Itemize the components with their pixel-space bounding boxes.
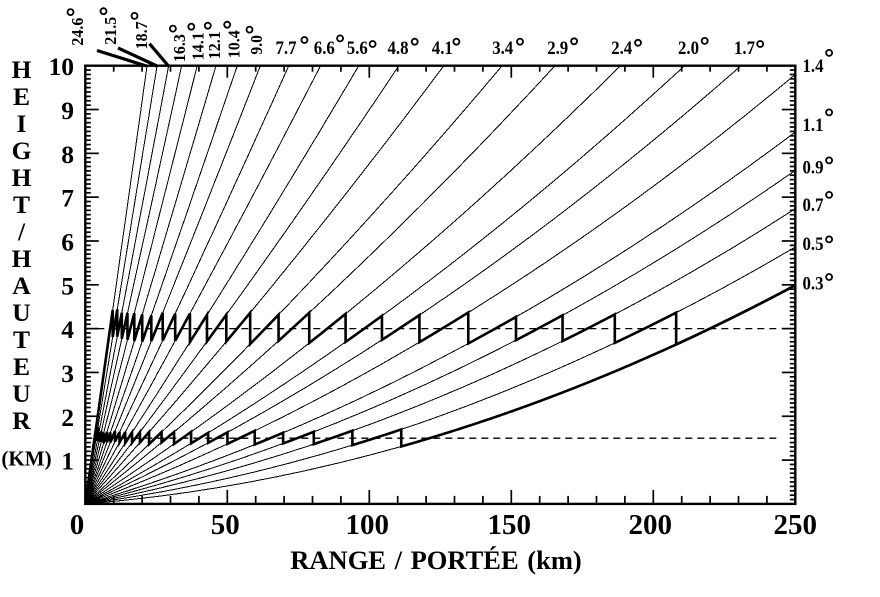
svg-text:A: A <box>12 271 31 300</box>
svg-text:2.4: 2.4 <box>611 38 632 59</box>
svg-text:6.6: 6.6 <box>314 38 335 59</box>
svg-text:24.6: 24.6 <box>68 18 87 46</box>
svg-text:1: 1 <box>61 447 74 476</box>
svg-text:1.7: 1.7 <box>734 38 755 59</box>
svg-text:14.1: 14.1 <box>189 32 208 60</box>
svg-text:RANGE / PORTÉE (km): RANGE / PORTÉE (km) <box>290 545 581 575</box>
svg-text:3.4: 3.4 <box>492 38 513 59</box>
svg-text:0.5: 0.5 <box>803 234 824 255</box>
svg-text:1.4: 1.4 <box>803 56 824 77</box>
svg-text:250: 250 <box>774 509 818 541</box>
svg-text:5: 5 <box>61 271 74 300</box>
svg-text:H: H <box>12 55 32 84</box>
svg-text:7.7: 7.7 <box>276 38 297 59</box>
svg-text:0.7: 0.7 <box>803 195 824 216</box>
svg-text:18.7: 18.7 <box>132 21 151 49</box>
svg-text:50: 50 <box>211 509 240 541</box>
svg-text:12.1: 12.1 <box>205 31 224 59</box>
svg-text:U: U <box>12 298 30 327</box>
svg-text:4: 4 <box>61 315 74 344</box>
svg-text:0.3: 0.3 <box>803 274 824 295</box>
svg-text:9.0: 9.0 <box>247 35 266 55</box>
svg-text:U: U <box>12 379 30 408</box>
svg-text:21.5: 21.5 <box>101 17 120 45</box>
svg-text:E: E <box>13 82 30 111</box>
svg-text:G: G <box>12 136 32 165</box>
svg-text:R: R <box>12 406 31 435</box>
svg-text:1.1: 1.1 <box>803 115 824 136</box>
svg-text:150: 150 <box>488 509 532 541</box>
svg-text:0: 0 <box>70 509 85 541</box>
svg-text:6: 6 <box>61 228 74 257</box>
svg-text:2: 2 <box>61 403 74 432</box>
svg-text:8: 8 <box>61 140 74 169</box>
svg-text:T: T <box>13 325 30 354</box>
svg-text:I: I <box>17 109 27 138</box>
svg-text:10: 10 <box>49 52 75 81</box>
svg-text:7: 7 <box>61 184 74 213</box>
svg-text:E: E <box>13 352 30 381</box>
svg-text:(KM): (KM) <box>1 447 51 471</box>
svg-text:5.6: 5.6 <box>347 38 368 59</box>
svg-text:2.9: 2.9 <box>547 38 568 59</box>
svg-text:/: / <box>17 217 26 246</box>
svg-text:16.3: 16.3 <box>170 34 189 62</box>
svg-text:4.8: 4.8 <box>388 38 409 59</box>
svg-text:0.9: 0.9 <box>803 158 824 179</box>
svg-text:4.1: 4.1 <box>432 38 453 59</box>
svg-text:10.4: 10.4 <box>225 30 244 58</box>
svg-text:3: 3 <box>61 359 74 388</box>
svg-text:T: T <box>13 190 30 219</box>
svg-text:200: 200 <box>629 509 673 541</box>
svg-text:H: H <box>12 163 32 192</box>
svg-text:9: 9 <box>61 96 74 125</box>
svg-text:H: H <box>12 244 32 273</box>
svg-text:100: 100 <box>346 509 390 541</box>
svg-text:2.0: 2.0 <box>678 38 699 59</box>
